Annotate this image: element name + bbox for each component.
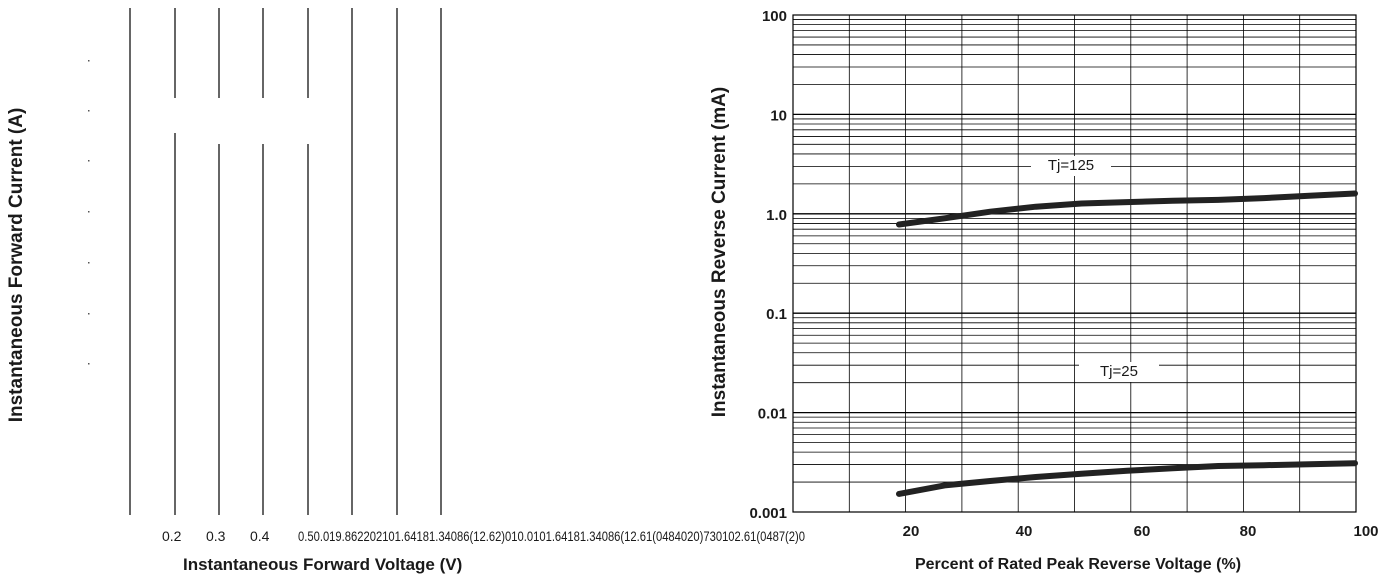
right-y-tick-label: 10 xyxy=(770,107,787,124)
right-y-tick-label: 0.001 xyxy=(749,505,787,522)
series-line-tj125 xyxy=(896,190,1358,228)
right-y-tick-label: 0.01 xyxy=(758,406,787,423)
series-label: Tj=25 xyxy=(1100,363,1138,380)
left-axis-tick-dot xyxy=(88,363,90,365)
left-y-axis-label: Instantaneous Forward Current (A) xyxy=(6,108,27,423)
right-y-tick-labels: 100 10 1.0 0.1 0.01 0.001 xyxy=(749,8,787,522)
right-grid-minor xyxy=(793,15,1356,512)
right-x-tick-labels: 20 40 60 80 100 xyxy=(903,523,1379,540)
left-axis-tick-dot xyxy=(88,211,90,213)
forward-characteristic-chart: 0.2 0.3 0.4 0.50.019.862202101.64181.34086(… xyxy=(6,8,805,574)
right-y-axis-label: Instantaneous Reverse Current (mA) xyxy=(709,87,730,417)
left-grid xyxy=(129,8,442,515)
right-y-tick-label: 1.0 xyxy=(766,207,787,224)
series-label-backdrop xyxy=(1079,362,1159,382)
right-x-axis-label: Percent of Rated Peak Reverse Voltage (%… xyxy=(915,556,1241,573)
left-x-tick-label: 0.3 xyxy=(206,528,226,544)
series-label-backdrop xyxy=(1031,156,1111,176)
left-axis-tick-dot xyxy=(88,110,90,112)
left-axis-tick-dot xyxy=(88,160,90,162)
right-series-lines xyxy=(896,190,1358,497)
left-x-tick-label: 0.2 xyxy=(162,528,182,544)
left-x-tick-labels: 0.2 0.3 0.4 0.50.019.862202101.64181.34086(… xyxy=(162,528,805,544)
left-axis-tick-dot xyxy=(88,313,90,315)
left-x-tick-label: 0.50.019.862202101.64181.34086(12.62)010… xyxy=(298,528,805,544)
right-y-tick-label: 0.1 xyxy=(766,306,787,323)
series-label: Tj=125 xyxy=(1048,157,1094,174)
right-y-tick-label: 100 xyxy=(762,8,787,25)
right-x-tick-label: 80 xyxy=(1240,523,1257,540)
right-x-tick-label: 60 xyxy=(1134,523,1151,540)
right-x-tick-label: 40 xyxy=(1016,523,1033,540)
series-line-tj25 xyxy=(896,460,1358,497)
left-x-tick-label: 0.4 xyxy=(250,528,270,544)
right-series-labels: Tj=125 Tj=25 xyxy=(1031,156,1159,382)
right-grid-major xyxy=(793,113,1356,414)
right-x-tick-label: 100 xyxy=(1353,523,1378,540)
right-x-tick-label: 20 xyxy=(903,523,920,540)
left-axis-tick-dot xyxy=(88,262,90,264)
left-axis-dots xyxy=(88,60,90,365)
left-x-axis-label: Instantaneous Forward Voltage (V) xyxy=(183,555,462,574)
left-axis-tick-dot xyxy=(88,60,90,62)
